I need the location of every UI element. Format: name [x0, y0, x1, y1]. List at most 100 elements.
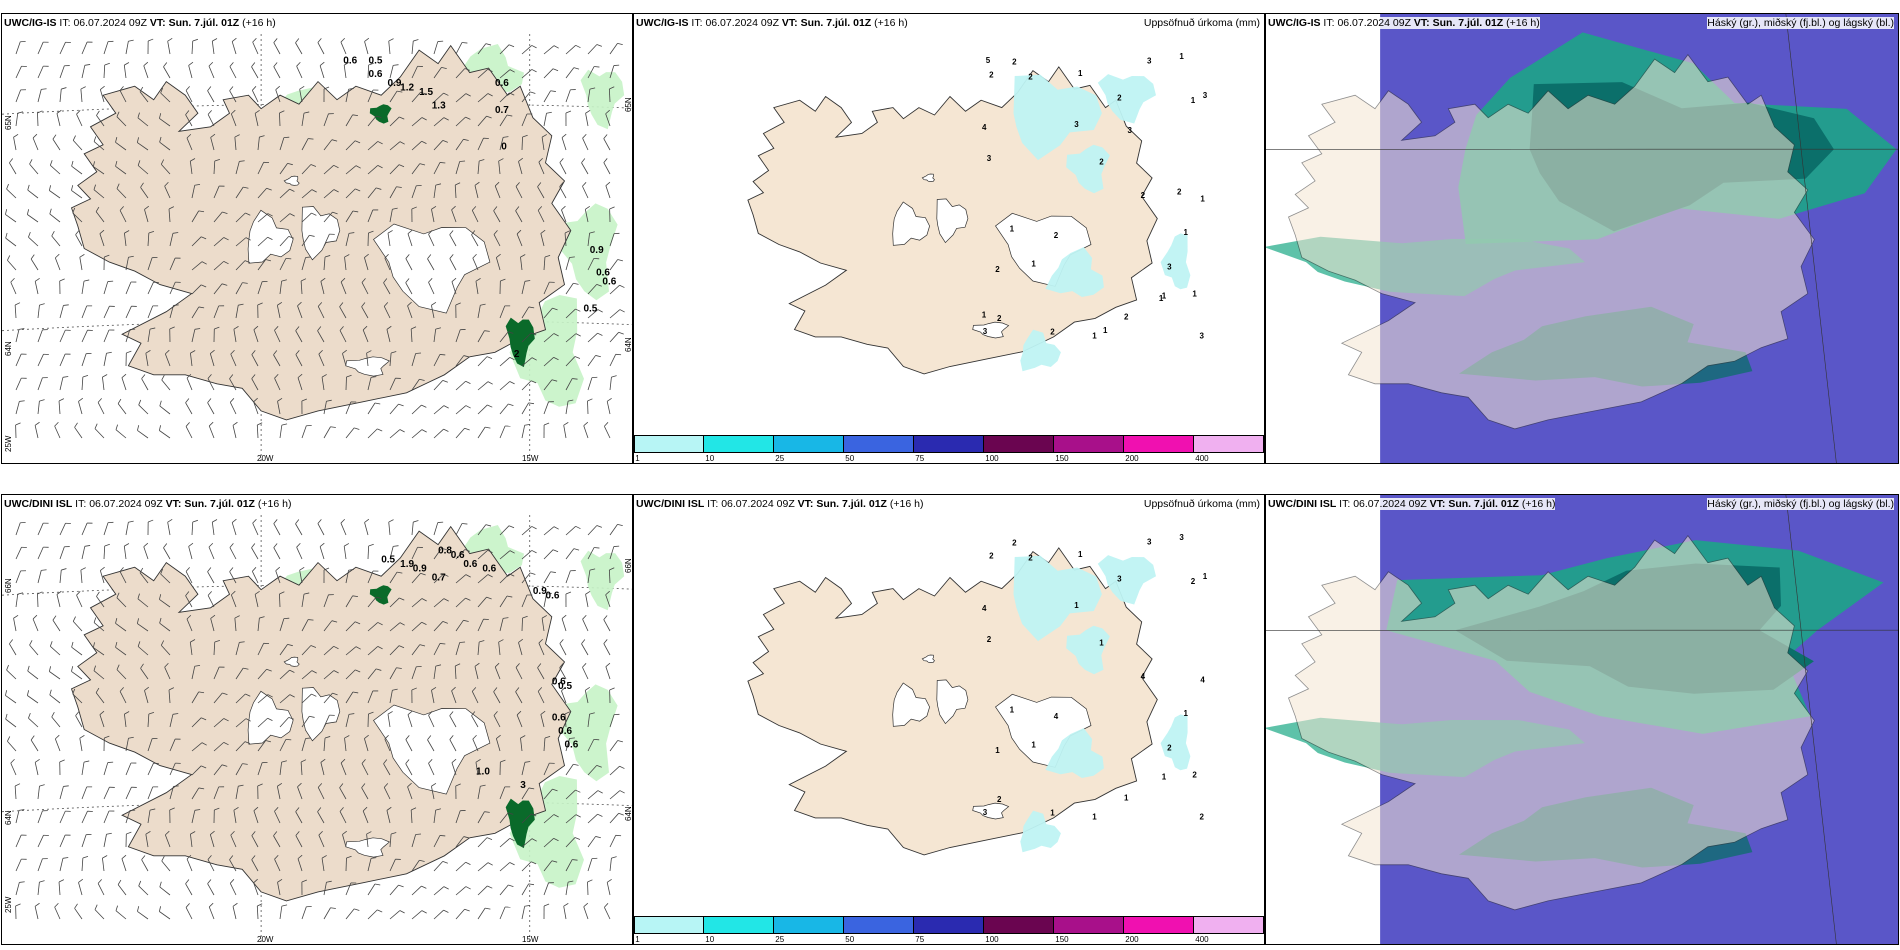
wind-barb-flag — [52, 134, 57, 140]
wind-barb-staff — [345, 165, 357, 175]
wind-barb-staff — [49, 694, 61, 704]
wind-barb-flag — [355, 646, 361, 650]
wind-barb-flag — [311, 212, 317, 216]
wind-barb-flag — [231, 590, 236, 596]
wind-barb-flag — [465, 574, 471, 578]
wind-barb-flag — [86, 305, 93, 307]
wind-barb — [559, 639, 567, 656]
wind-barb-flag — [451, 277, 457, 282]
wind-barb — [235, 260, 251, 271]
wind-barb — [147, 519, 154, 536]
wind-barb — [59, 41, 71, 55]
wind-barb-flag — [251, 350, 256, 355]
wind-barb-flag — [421, 404, 427, 408]
wind-barb-flag — [251, 855, 256, 860]
wind-barb-flag — [504, 305, 511, 307]
wind-barb-flag — [597, 309, 603, 313]
wind-barb-flag — [464, 427, 470, 431]
wind-barb-staff — [81, 762, 85, 776]
wind-barb-staff — [389, 403, 399, 415]
accum-value-label: 2 — [1141, 191, 1146, 200]
wind-barb-flag — [201, 717, 207, 721]
wind-barb — [273, 543, 281, 560]
wind-barb-flag — [308, 138, 314, 140]
wind-barb — [273, 350, 281, 367]
wind-barb-flag — [185, 110, 190, 115]
wind-barb-flag — [277, 301, 283, 306]
wind-barb — [125, 786, 137, 800]
wind-barb-flag — [34, 277, 40, 282]
wind-barb-flag — [232, 902, 238, 907]
wind-barb-staff — [367, 115, 377, 127]
wind-barb — [499, 838, 515, 848]
wind-barb-staff — [14, 786, 17, 800]
accum-value-label: 3 — [1179, 533, 1184, 542]
wind-barb-flag — [330, 907, 336, 909]
wind-barb — [138, 399, 149, 415]
wind-barb — [428, 230, 435, 247]
wind-barb-staff — [540, 714, 545, 728]
wind-barb — [137, 425, 149, 439]
wind-barb — [147, 327, 156, 343]
wind-barb-flag — [416, 185, 422, 187]
precip-value-label: 0.6 — [482, 564, 496, 575]
wind-barb-staff — [405, 258, 413, 271]
wind-barb-flag — [609, 206, 615, 210]
wind-barb — [273, 62, 281, 79]
wind-barb — [161, 856, 171, 872]
wind-barb-flag — [498, 158, 504, 162]
wind-barb — [561, 133, 567, 151]
wind-barb-staff — [477, 381, 489, 391]
wind-barb-staff — [7, 260, 17, 271]
wind-barb — [411, 117, 427, 127]
wind-barb-flag — [613, 545, 620, 547]
wind-barb — [609, 375, 617, 391]
wind-barb-staff — [608, 88, 611, 103]
accum-value-label: 2 — [1099, 157, 1104, 166]
wind-barb — [276, 782, 283, 800]
accum-value-label: 1 — [1184, 709, 1189, 718]
wind-barb — [5, 209, 17, 223]
wind-barb-flag — [405, 759, 410, 764]
wind-barb-flag — [428, 278, 433, 283]
colorbar-swatch — [913, 435, 984, 453]
wind-barb-staff — [235, 161, 240, 175]
wind-barb-flag — [439, 354, 446, 356]
wind-barb — [565, 399, 574, 415]
wind-barb-staff — [102, 377, 105, 391]
wind-barb — [493, 206, 501, 223]
wind-barb-staff — [477, 115, 487, 127]
accum-value-label: 4 — [1141, 672, 1146, 681]
wind-barb-staff — [207, 571, 215, 584]
wind-barb-staff — [499, 425, 506, 439]
wind-barb — [7, 736, 17, 752]
wind-barb-flag — [49, 160, 53, 166]
wind-barb-staff — [231, 41, 237, 55]
wind-barb — [6, 183, 17, 199]
wind-barb-staff — [256, 905, 259, 920]
wind-barb-staff — [521, 550, 533, 560]
colorbar-tick-label: 50 — [845, 935, 855, 944]
precip-value-label: 0.8 — [438, 546, 452, 557]
wind-barb-staff — [323, 692, 333, 704]
wind-barb-flag — [419, 378, 425, 381]
wind-barb-staff — [543, 788, 553, 800]
wind-barb — [232, 902, 238, 920]
wind-barb-staff — [339, 306, 347, 319]
precip-value-label: 1.3 — [432, 101, 446, 112]
wind-barb-flag — [124, 230, 130, 234]
wind-barb — [367, 89, 379, 103]
wind-barb-flag — [374, 883, 381, 886]
wind-barb-staff — [93, 647, 105, 656]
wind-barb — [340, 518, 347, 536]
wind-barb-staff — [230, 113, 237, 127]
wind-barb-flag — [65, 329, 71, 331]
wind-barb — [191, 717, 207, 728]
wind-barb-flag — [119, 567, 124, 572]
wind-barb-flag — [540, 229, 546, 234]
wind-barb — [499, 114, 513, 127]
wind-barb-staff — [428, 715, 435, 728]
wind-barb — [477, 404, 493, 415]
wind-barb-flag — [617, 42, 623, 46]
wind-barb — [455, 574, 471, 584]
